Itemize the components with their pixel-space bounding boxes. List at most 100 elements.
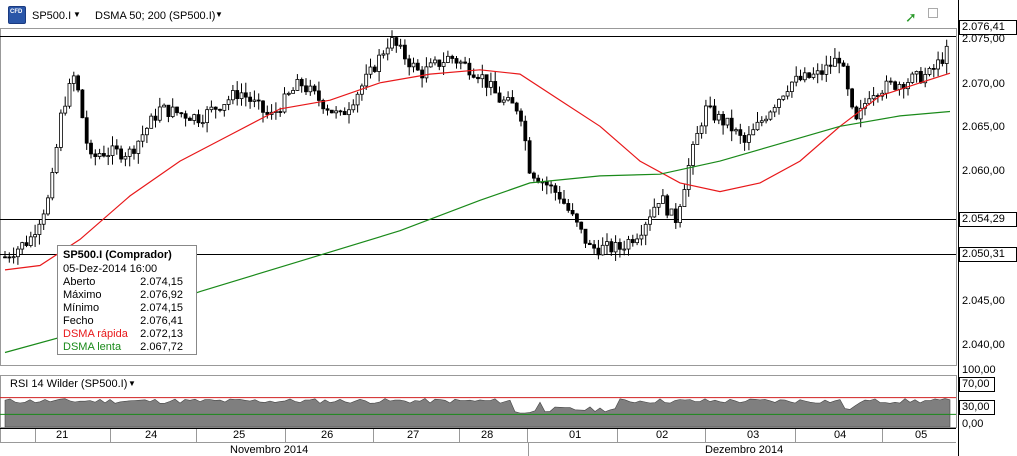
rsi-title[interactable]: RSI 14 Wilder (SP500.I)	[10, 378, 128, 390]
candle-body	[84, 117, 89, 144]
window-toggle-icon[interactable]	[928, 8, 938, 18]
tooltip-key: Aberto	[63, 276, 96, 288]
candle-body	[471, 74, 476, 78]
candle-body	[557, 191, 562, 200]
trend-up-icon[interactable]: ➚	[905, 9, 917, 25]
candle-body	[506, 97, 511, 101]
candle-body	[33, 234, 37, 238]
candle-body	[463, 61, 468, 64]
tooltip-row-slow-ma: DSMA lenta 2.067,72	[63, 341, 191, 354]
tooltip-title: SP500.I (Comprador)	[63, 249, 172, 261]
candle-body	[359, 85, 364, 95]
candle-body	[811, 73, 816, 78]
candle-body	[532, 172, 536, 179]
candle-body	[372, 66, 377, 72]
candle-body	[794, 75, 799, 83]
candle-body	[144, 127, 149, 136]
candle-body	[914, 71, 919, 75]
candle-body	[428, 62, 433, 68]
candle-body	[295, 79, 300, 91]
candle-body	[820, 70, 824, 75]
candle-body	[338, 110, 343, 113]
symbol-label[interactable]: SP500.I	[32, 10, 72, 22]
candle-body	[325, 108, 330, 111]
candle-body	[781, 95, 786, 100]
candle-body	[209, 106, 214, 111]
candle-body	[910, 73, 915, 83]
candle-body	[308, 85, 313, 93]
candle-body	[686, 165, 691, 190]
hline-price-box: 2.050,31	[959, 247, 1017, 262]
indicator-label[interactable]: DSMA 50; 200 (SP500.I)	[95, 10, 216, 22]
candle-body	[665, 195, 670, 216]
candle-body	[927, 67, 932, 75]
candle-body	[596, 247, 601, 256]
rsi-pane-frame	[0, 375, 957, 428]
fast-ma-line	[4, 69, 951, 271]
candle-body	[514, 102, 519, 112]
month-label: Dezembro 2014	[705, 444, 784, 456]
candle-body	[734, 129, 738, 132]
candle-body	[622, 248, 627, 251]
tooltip-key: DSMA rápida	[63, 328, 128, 340]
candle-body	[712, 105, 717, 121]
candle-body	[291, 90, 296, 94]
candle-body	[450, 55, 455, 59]
candle-body	[467, 62, 472, 76]
candle-body	[579, 221, 584, 230]
candle-body	[919, 71, 923, 84]
rsi-axis-label: 0,00	[962, 418, 984, 430]
candle-body	[704, 105, 708, 127]
candle-body	[575, 213, 579, 223]
candle-body	[93, 153, 98, 157]
indicator-dropdown-icon[interactable]: ▼	[215, 10, 223, 19]
candle-body	[652, 206, 657, 218]
candle-body	[76, 75, 80, 91]
tooltip-key: DSMA lenta	[63, 341, 122, 353]
candle-body	[11, 256, 16, 259]
candle-body	[691, 144, 695, 166]
candle-body	[402, 44, 407, 60]
tooltip-row-fast-ma: DSMA rápida 2.072,13	[63, 328, 191, 341]
candle-body	[119, 148, 123, 160]
candle-body	[213, 106, 218, 110]
candle-body	[845, 65, 850, 90]
candle-body	[445, 55, 450, 63]
candle-body	[488, 81, 493, 88]
price-axis-label: 2.040,00	[962, 339, 1005, 351]
candle-body	[222, 104, 227, 111]
candle-body	[772, 107, 777, 113]
candle-body	[802, 72, 807, 81]
candle-body	[243, 92, 248, 98]
candle-body	[175, 106, 179, 114]
candle-body	[777, 98, 781, 108]
candle-body	[415, 62, 420, 71]
candle-body	[661, 195, 665, 204]
candle-body	[742, 135, 747, 143]
symbol-dropdown-icon[interactable]: ▼	[73, 10, 81, 19]
last-price-box: 2.076,41	[959, 20, 1017, 35]
candle-body	[828, 64, 833, 67]
candle-body	[24, 242, 29, 246]
candle-body	[544, 181, 549, 186]
candle-body	[906, 82, 910, 90]
candle-body	[183, 113, 188, 119]
candle-body	[377, 54, 382, 72]
candle-body	[510, 97, 515, 104]
candle-body	[695, 132, 700, 145]
tooltip-row-high: Máximo 2.076,92	[63, 289, 191, 302]
candle-body	[368, 66, 373, 75]
candle-body	[37, 223, 42, 235]
slow-ma-line	[4, 110, 951, 354]
candle-body	[200, 122, 205, 125]
candle-body	[278, 111, 283, 113]
candle-body	[858, 107, 863, 120]
rsi-dropdown-icon[interactable]: ▼	[128, 379, 136, 388]
rsi-level-box: 70,00	[959, 377, 995, 392]
candle-body	[682, 189, 687, 208]
candle-body	[63, 105, 68, 114]
rsi-level-box: 30,00	[959, 400, 995, 415]
candle-body	[97, 153, 102, 157]
candle-body	[755, 121, 760, 131]
